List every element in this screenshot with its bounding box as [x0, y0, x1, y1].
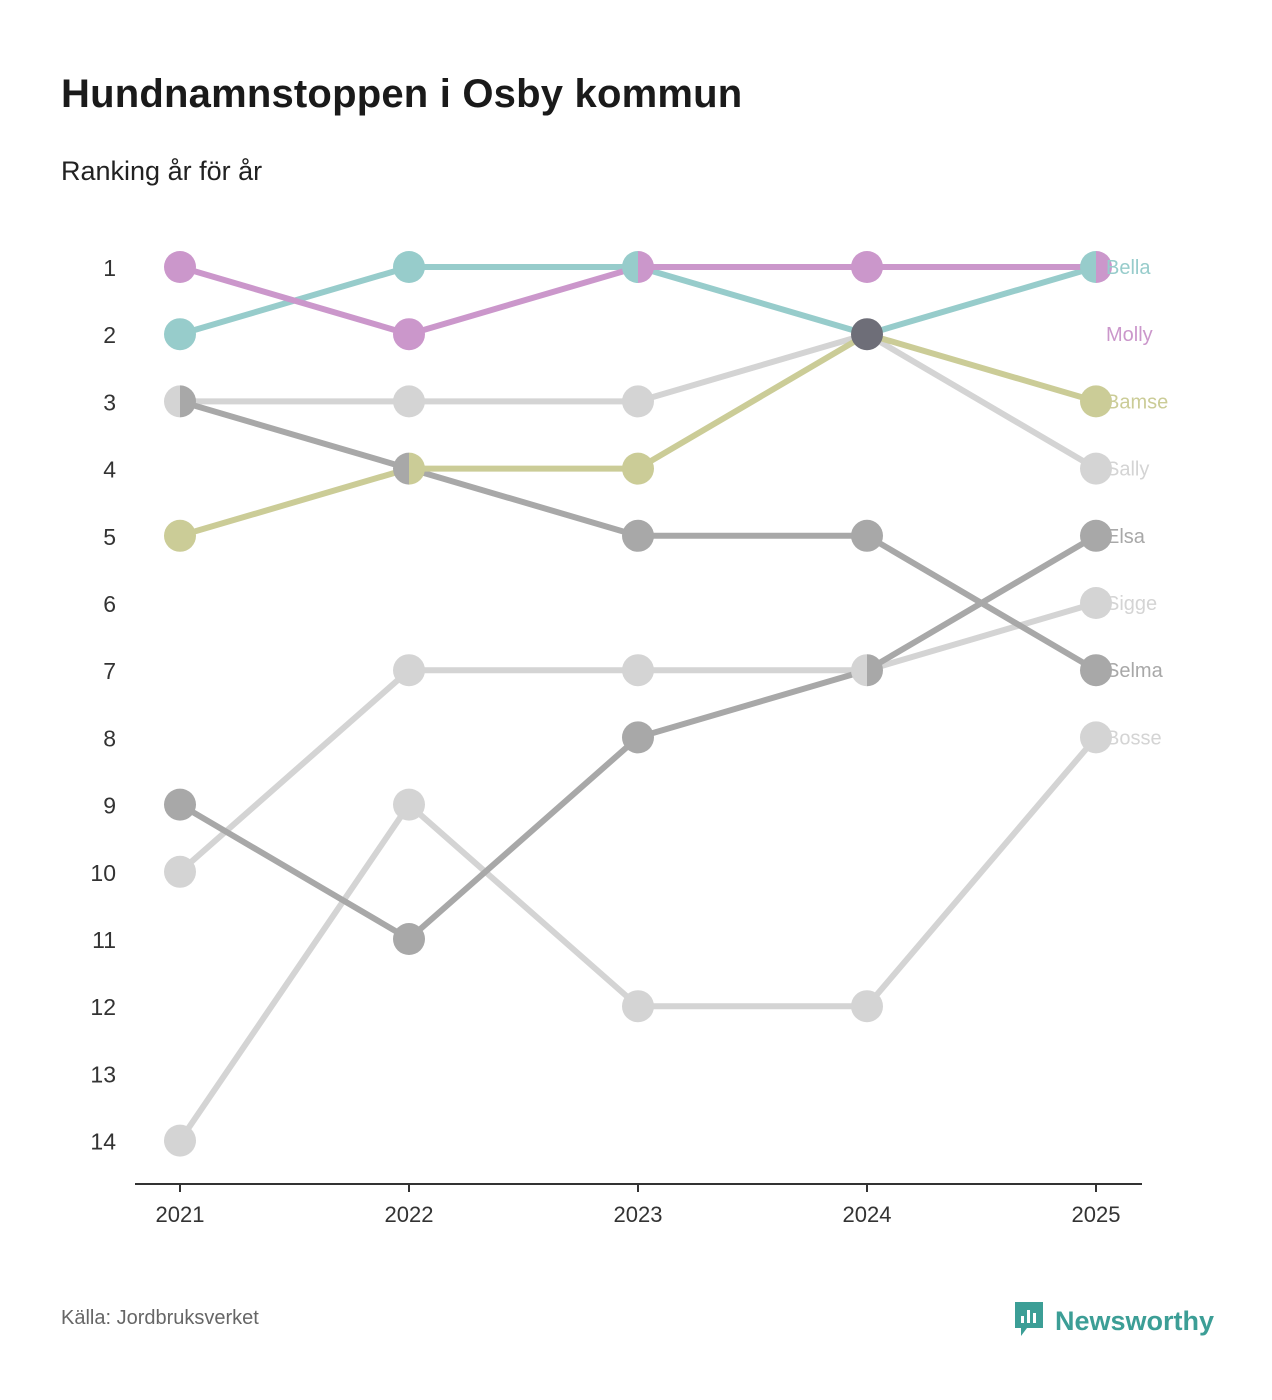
- series-end-labels: Bosse Sigge Sally Selma Elsa Bamse Bella Molly: [1106, 257, 1168, 749]
- chart-title: Hundnamnstoppen i Osby kommun: [61, 72, 743, 116]
- point-bella: [1080, 251, 1096, 283]
- y-tick-label: 12: [90, 994, 116, 1020]
- point-bella: [164, 318, 196, 351]
- y-tick-label: 2: [103, 322, 116, 348]
- point-elsa: [393, 923, 425, 955]
- point-elsa: [622, 721, 654, 754]
- point-elsa: [1080, 519, 1112, 552]
- newsworthy-brand[interactable]: Newsworthy: [1013, 1300, 1214, 1343]
- end-label-sigge: Sigge: [1106, 593, 1157, 615]
- y-tick-label: 14: [90, 1129, 116, 1155]
- end-label-sally: Sally: [1106, 459, 1149, 481]
- end-label-molly: Molly: [1106, 324, 1153, 346]
- point-selma: [851, 519, 883, 552]
- point-sally: [622, 385, 654, 418]
- y-tick-label: 11: [92, 927, 116, 953]
- point-shared: [851, 318, 883, 351]
- newsworthy-brand-name: Newsworthy: [1055, 1306, 1215, 1336]
- point-sally: [393, 385, 425, 418]
- point-bamse: [164, 519, 196, 552]
- point-bamse: [409, 452, 425, 485]
- x-tick-label: 2023: [614, 1202, 663, 1227]
- point-bosse: [393, 788, 425, 821]
- end-label-selma: Selma: [1106, 660, 1164, 682]
- point-molly: [393, 318, 425, 351]
- y-tick-label: 10: [90, 860, 116, 886]
- point-elsa: [164, 788, 196, 821]
- end-label-bella: Bella: [1106, 257, 1151, 279]
- y-tick-label: 6: [103, 591, 116, 617]
- x-tick-label: 2022: [385, 1202, 434, 1227]
- point-bella: [393, 251, 425, 283]
- y-tick-label: 4: [103, 457, 116, 483]
- point-bella: [622, 251, 638, 283]
- series-line-bosse: [177, 735, 1099, 1143]
- point-bosse: [164, 1124, 196, 1157]
- end-label-elsa: Elsa: [1106, 526, 1146, 548]
- x-tick-label: 2024: [843, 1202, 892, 1227]
- point-sigge: [1080, 587, 1112, 619]
- point-sally: [164, 385, 180, 418]
- point-sigge: [622, 654, 654, 687]
- point-selma: [180, 385, 196, 418]
- y-tick-label: 3: [103, 389, 116, 415]
- end-label-bosse: Bosse: [1106, 727, 1162, 749]
- x-tick-label: 2021: [156, 1202, 205, 1227]
- point-bosse: [622, 990, 654, 1023]
- point-elsa: [867, 654, 883, 687]
- y-tick-label: 8: [103, 725, 116, 751]
- point-molly: [638, 251, 654, 283]
- point-bosse: [851, 990, 883, 1023]
- y-tick-label: 9: [103, 793, 116, 819]
- point-sigge: [393, 654, 425, 687]
- point-molly: [851, 251, 883, 283]
- point-selma: [393, 452, 409, 485]
- point-sigge: [164, 855, 196, 888]
- point-bamse: [622, 452, 654, 485]
- point-molly: [1096, 251, 1112, 283]
- y-tick-label: 13: [90, 1061, 116, 1087]
- point-molly: [164, 251, 196, 283]
- x-axis-ticks: 2021 2022 2023 2024 2025: [156, 1184, 1121, 1227]
- point-bosse: [1080, 721, 1112, 754]
- y-tick-label: 7: [103, 658, 116, 684]
- point-sally: [1080, 452, 1112, 485]
- end-label-bamse: Bamse: [1106, 391, 1168, 413]
- point-bamse: [1080, 385, 1112, 418]
- series-line-bamse: [179, 331, 1097, 539]
- point-selma: [1080, 654, 1112, 687]
- series-points: [164, 251, 1112, 1157]
- y-tick-label: 1: [103, 255, 116, 281]
- newsworthy-logo-icon: [1013, 1300, 1045, 1343]
- x-tick-label: 2025: [1072, 1202, 1121, 1227]
- source-note: Källa: Jordbruksverket: [61, 1307, 259, 1329]
- chart-subtitle: Ranking år för år: [61, 156, 263, 186]
- y-tick-label: 5: [103, 524, 116, 550]
- point-sigge: [851, 654, 867, 687]
- point-selma: [622, 519, 654, 552]
